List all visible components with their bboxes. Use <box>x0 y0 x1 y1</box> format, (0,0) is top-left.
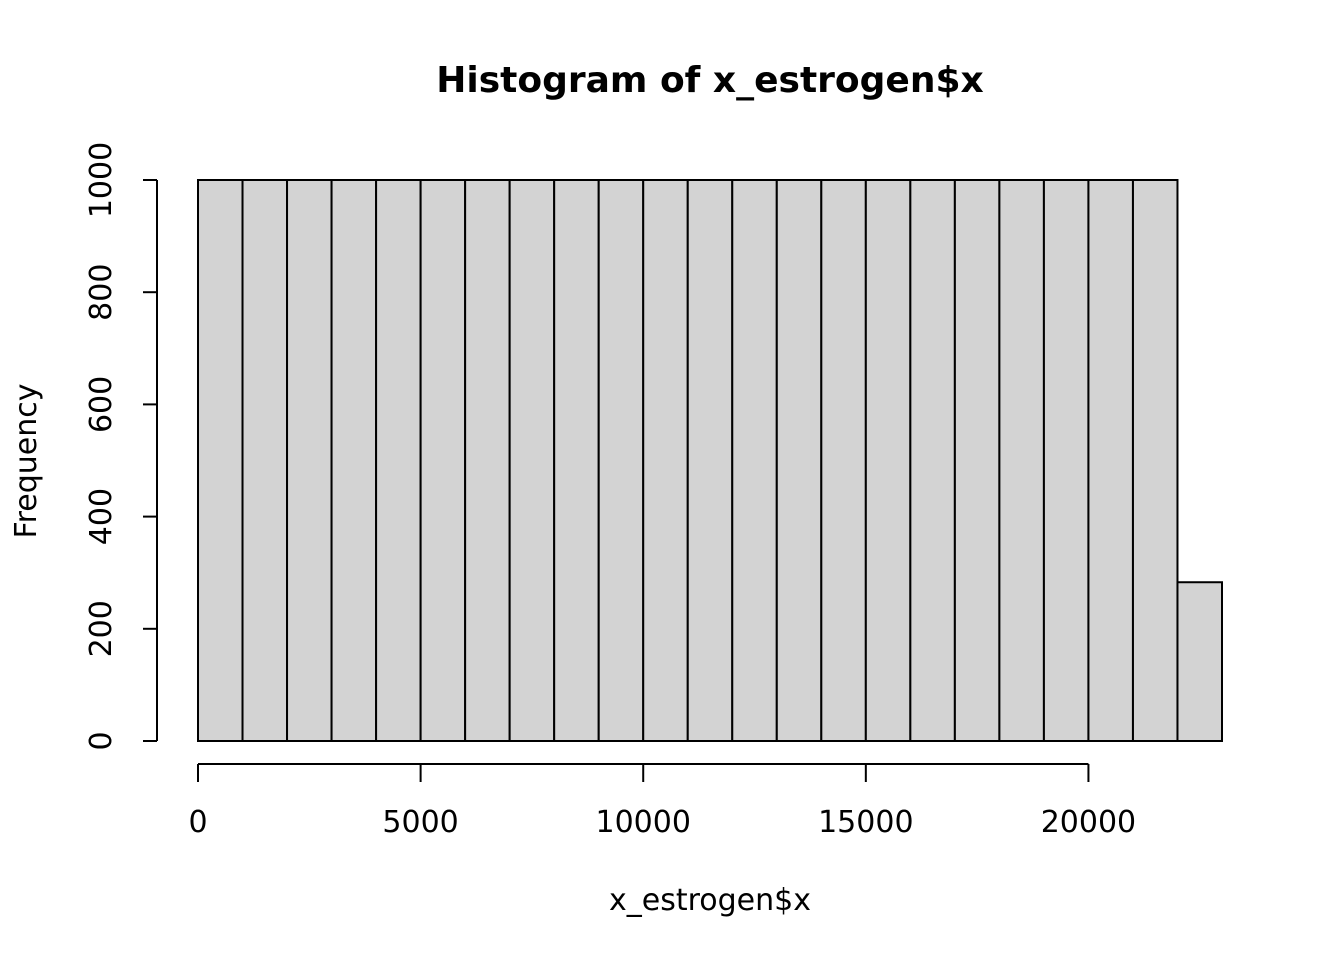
x-axis-label: x_estrogen$x <box>609 883 811 918</box>
histogram-bar <box>419 179 467 742</box>
x-tick-label: 5000 <box>382 805 458 840</box>
histogram-bar <box>686 179 734 742</box>
histogram-bar <box>286 179 333 742</box>
histogram-bar <box>1087 179 1134 742</box>
histogram-bar <box>1042 179 1090 742</box>
y-tick-label: 800 <box>84 264 119 321</box>
histogram-bar <box>1131 179 1179 742</box>
histogram-bar <box>553 179 600 742</box>
x-axis: 0 5000 10000 15000 20000 <box>188 763 1136 840</box>
x-tick-label: 15000 <box>818 805 913 840</box>
x-tick-label: 10000 <box>595 805 690 840</box>
histogram-bar <box>642 179 689 742</box>
histogram-bar <box>820 179 867 742</box>
bars-group <box>197 179 1224 742</box>
histogram-bar <box>375 179 422 742</box>
chart-title: Histogram of x_estrogen$x <box>436 60 983 101</box>
histogram-bar <box>508 179 556 742</box>
histogram-bar <box>998 179 1045 742</box>
histogram-bar <box>1176 581 1224 742</box>
x-tick-label: 0 <box>188 805 207 840</box>
histogram-bar <box>909 179 956 742</box>
histogram-bar <box>464 179 511 742</box>
y-axis-label: Frequency <box>9 384 44 539</box>
y-tick-label: 600 <box>84 376 119 433</box>
histogram-bar <box>597 179 645 742</box>
histogram-bar <box>241 179 289 742</box>
y-tick-label: 0 <box>84 731 119 750</box>
y-tick-label: 400 <box>84 488 119 545</box>
histogram-bar <box>330 179 378 742</box>
y-axis: 0 200 400 600 800 1000 <box>84 142 158 751</box>
y-tick-label: 1000 <box>84 142 119 218</box>
x-tick-label: 20000 <box>1041 805 1136 840</box>
histogram-bar <box>775 179 823 742</box>
histogram-bar <box>731 179 778 742</box>
histogram-bar <box>953 179 1001 742</box>
histogram-bar <box>864 179 912 742</box>
y-tick-label: 200 <box>84 600 119 657</box>
histogram-bar <box>197 179 244 742</box>
